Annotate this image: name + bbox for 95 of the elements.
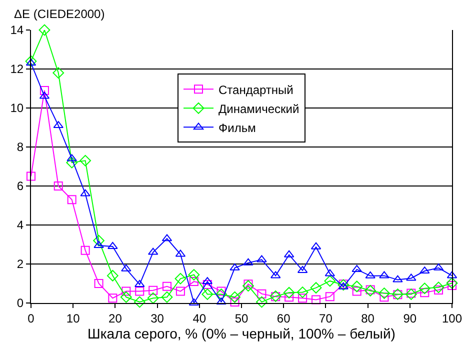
point xyxy=(310,282,322,294)
point xyxy=(325,292,334,302)
point xyxy=(448,280,456,290)
point xyxy=(244,280,253,289)
point xyxy=(216,298,226,305)
legend-label: Фильм xyxy=(218,120,256,135)
point xyxy=(121,264,132,272)
point xyxy=(378,288,390,299)
point xyxy=(176,286,185,296)
point xyxy=(202,288,214,300)
point xyxy=(256,296,268,308)
point xyxy=(230,263,240,270)
point xyxy=(230,298,240,307)
point xyxy=(25,56,37,67)
point xyxy=(406,274,416,281)
x-tick-label: 30 xyxy=(150,311,164,326)
point xyxy=(420,288,430,298)
point xyxy=(380,292,389,302)
legend-label: Динамический xyxy=(218,102,300,116)
point xyxy=(351,280,363,292)
point xyxy=(161,291,173,303)
point xyxy=(420,266,430,274)
point xyxy=(40,86,49,95)
y-tick-label: 0 xyxy=(16,296,24,310)
point xyxy=(434,285,444,294)
point xyxy=(108,242,118,249)
point xyxy=(216,286,226,296)
x-tick-label: 10 xyxy=(66,311,80,326)
point xyxy=(134,280,145,287)
point xyxy=(108,294,118,303)
point xyxy=(134,296,146,308)
y-axis-title: ΔE (CIEDE2000) xyxy=(14,7,105,21)
point xyxy=(189,277,198,286)
point xyxy=(324,275,336,287)
point xyxy=(148,286,158,295)
y-tick-label: 2 xyxy=(16,257,24,272)
x-tick-label: 40 xyxy=(192,311,206,326)
point xyxy=(54,182,63,190)
point xyxy=(418,282,430,294)
point xyxy=(202,280,212,289)
point xyxy=(365,271,376,278)
point xyxy=(66,156,78,168)
x-tick-label: 70 xyxy=(319,311,333,326)
point xyxy=(174,272,186,284)
point xyxy=(94,279,104,288)
point xyxy=(338,282,348,290)
point xyxy=(257,289,266,298)
point xyxy=(229,291,240,303)
point xyxy=(122,286,131,296)
point xyxy=(26,172,36,181)
y-tick-label: 10 xyxy=(10,101,24,116)
y-tick-label: 6 xyxy=(16,179,24,194)
x-tick-label: 100 xyxy=(442,311,462,326)
point xyxy=(67,195,76,204)
point xyxy=(446,277,458,289)
point xyxy=(284,292,294,302)
point xyxy=(135,286,144,296)
x-tick-label: 20 xyxy=(108,311,122,326)
point xyxy=(80,154,92,166)
point xyxy=(93,234,104,246)
point xyxy=(147,292,159,304)
point xyxy=(352,286,362,296)
point xyxy=(188,269,200,280)
point xyxy=(392,275,403,282)
point xyxy=(53,121,64,128)
point xyxy=(94,240,104,248)
x-tick-label: 90 xyxy=(403,311,417,326)
x-tick-label: 50 xyxy=(234,311,248,326)
point xyxy=(283,286,295,298)
y-tick-label: 4 xyxy=(16,218,24,232)
point xyxy=(256,255,267,262)
point xyxy=(80,189,90,196)
point xyxy=(352,264,362,272)
point xyxy=(52,67,64,79)
point xyxy=(120,291,132,303)
point xyxy=(216,288,227,300)
x-tick-label: 0 xyxy=(28,311,35,326)
point xyxy=(379,271,390,278)
point xyxy=(106,270,118,282)
point xyxy=(38,24,50,36)
x-axis-title: Шкала серого, % (0% – черный, 100% – белый) xyxy=(88,326,396,342)
point xyxy=(296,286,308,298)
legend-label: Стандартный xyxy=(218,82,294,97)
x-tick-label: 60 xyxy=(276,311,291,326)
y-tick-label: 12 xyxy=(10,62,24,76)
point xyxy=(80,246,90,255)
x-tick-label: 80 xyxy=(361,311,375,326)
point xyxy=(432,282,444,294)
y-tick-label: 14 xyxy=(10,23,24,38)
point xyxy=(66,154,77,162)
point xyxy=(243,258,254,266)
point xyxy=(162,282,172,291)
point xyxy=(242,280,254,292)
y-tick-label: 8 xyxy=(16,140,24,154)
point xyxy=(298,294,308,303)
